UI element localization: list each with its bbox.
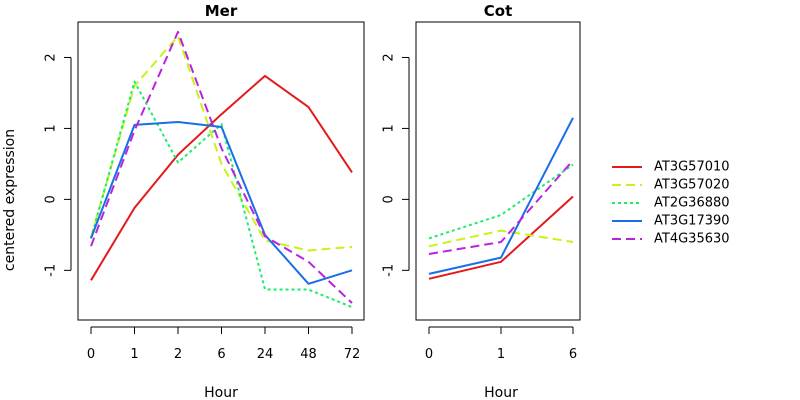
panel-cot-series-at3g57010 xyxy=(428,195,574,280)
panel-mer-title: Mer xyxy=(205,2,238,20)
panel-cot-series-at4g35630 xyxy=(428,159,574,255)
legend-label: AT2G36880 xyxy=(654,196,730,211)
panel-mer-y-tick-label: 1 xyxy=(44,124,59,132)
panel-mer-x-tick-label: 0 xyxy=(87,347,95,362)
panel-mer-x-axis-title: Hour xyxy=(204,385,238,400)
legend-label: AT3G57020 xyxy=(654,178,730,193)
panel-cot-title: Cot xyxy=(484,2,512,20)
panel-cot-y-tick-label: 1 xyxy=(382,124,397,132)
panel-mer-x-tick-label: 2 xyxy=(174,347,182,362)
panel-cot-x-tick-label: 6 xyxy=(569,347,577,362)
panel-cot-y-tick-label: 2 xyxy=(382,53,397,61)
panel-mer-x-tick-label: 72 xyxy=(344,347,361,362)
panel-cot-series-at3g57020 xyxy=(428,229,574,248)
panel-mer-x-tick-label: 1 xyxy=(130,347,138,362)
legend-label: AT3G17390 xyxy=(654,214,730,229)
panel-mer-series-at3g17390 xyxy=(90,121,353,285)
panel-mer-series-at3g57010 xyxy=(90,74,353,281)
panel-mer-x-tick-label: 24 xyxy=(257,347,274,362)
panel-mer-frame xyxy=(77,21,365,321)
panel-cot-x-tick-label: 0 xyxy=(425,347,433,362)
legend-label: AT4G35630 xyxy=(654,232,730,247)
y-axis-title: centered expression xyxy=(2,129,18,271)
panel-cot-y-tick-label: 0 xyxy=(382,195,397,203)
panel-mer-series-at4g35630 xyxy=(90,30,353,304)
panel-mer-x-tick-label: 6 xyxy=(217,347,225,362)
panel-cot-x-tick-label: 1 xyxy=(497,347,505,362)
panel-mer-y-tick-label: 0 xyxy=(44,195,59,203)
panel-cot-y-tick-label: -1 xyxy=(382,264,397,277)
panel-cot-x-axis-title: Hour xyxy=(484,385,518,400)
panel-cot-frame xyxy=(415,21,581,321)
panel-mer-y-tick-label: 2 xyxy=(44,53,59,61)
panel-mer-series-at3g57020 xyxy=(90,35,353,252)
panel-cot-series-at2g36880 xyxy=(428,163,574,240)
legend-label: AT3G57010 xyxy=(654,160,730,175)
panel-mer-series-at2g36880 xyxy=(90,80,353,309)
panel-mer-y-tick-label: -1 xyxy=(44,264,59,277)
panel-mer-x-tick-label: 48 xyxy=(300,347,317,362)
panel-cot-series-at3g17390 xyxy=(428,117,574,275)
